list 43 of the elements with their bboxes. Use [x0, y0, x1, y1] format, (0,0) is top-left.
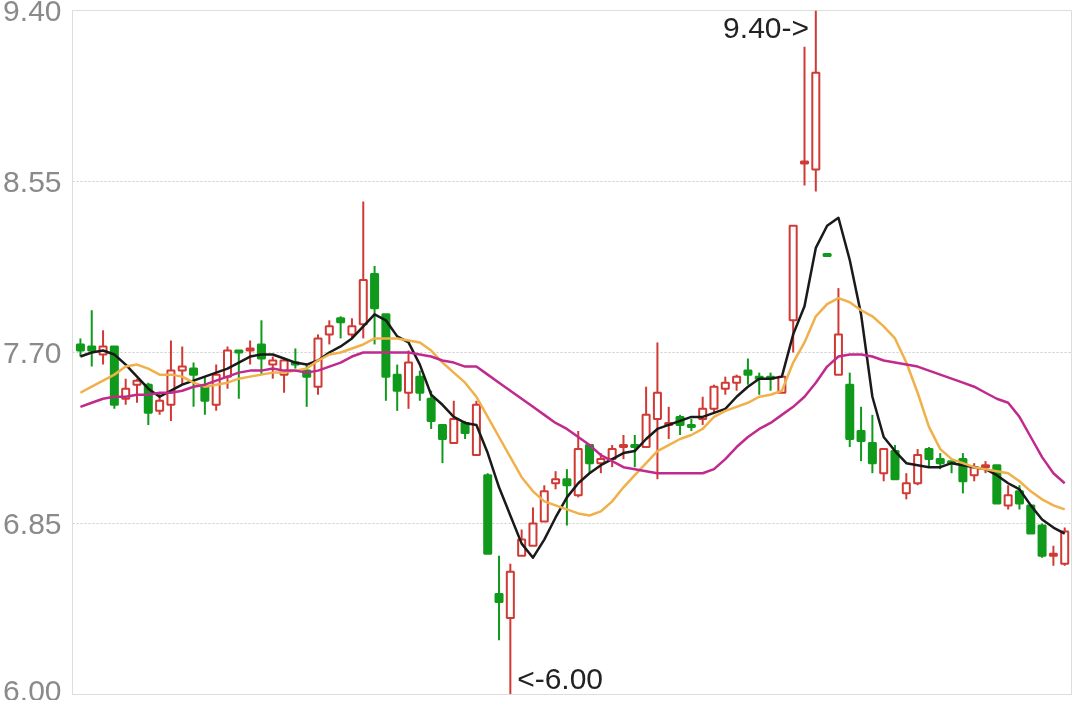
candlestick [585, 444, 595, 475]
candlestick [709, 383, 719, 414]
candlestick [867, 413, 877, 475]
candlestick [720, 375, 730, 396]
candlestick [234, 349, 244, 400]
candlestick [618, 433, 628, 461]
candlestick [1003, 484, 1013, 511]
candlestick [324, 319, 334, 346]
candlestick [1048, 544, 1058, 567]
candlestick [75, 337, 85, 358]
candlestick [596, 452, 606, 475]
candlestick [268, 355, 278, 380]
candlestick [743, 357, 753, 386]
candlestick [901, 472, 911, 501]
candlestick [200, 375, 210, 416]
candlestick [87, 309, 97, 368]
y-tick-label: 6.85 [3, 506, 62, 540]
candlestick [799, 45, 809, 187]
annotation: 9.40-> [723, 10, 810, 44]
candlestick [494, 554, 504, 642]
annotation: <-6.00 [517, 661, 604, 695]
candlestick [562, 468, 572, 527]
candlestick [437, 423, 447, 465]
candlestick [177, 345, 187, 386]
candlestick [347, 317, 357, 340]
y-tick-label: 9.40 [3, 0, 62, 27]
candlestick [189, 361, 199, 408]
candlestick [245, 339, 255, 366]
y-tick-label: 7.70 [3, 335, 62, 369]
candlestick [856, 405, 866, 463]
candlestick [426, 389, 436, 430]
y-tick-label: 6.00 [3, 673, 62, 707]
candlestick [336, 315, 346, 340]
candlestick [924, 446, 934, 469]
line-series [79, 296, 1066, 517]
candlestick [155, 391, 165, 416]
y-tick-label: 8.55 [3, 164, 62, 198]
candlestick [551, 470, 561, 491]
line-series [79, 351, 1066, 485]
candlestick [415, 369, 425, 402]
candlestick [528, 506, 538, 547]
candlestick [132, 377, 142, 404]
candlestick [392, 363, 402, 412]
